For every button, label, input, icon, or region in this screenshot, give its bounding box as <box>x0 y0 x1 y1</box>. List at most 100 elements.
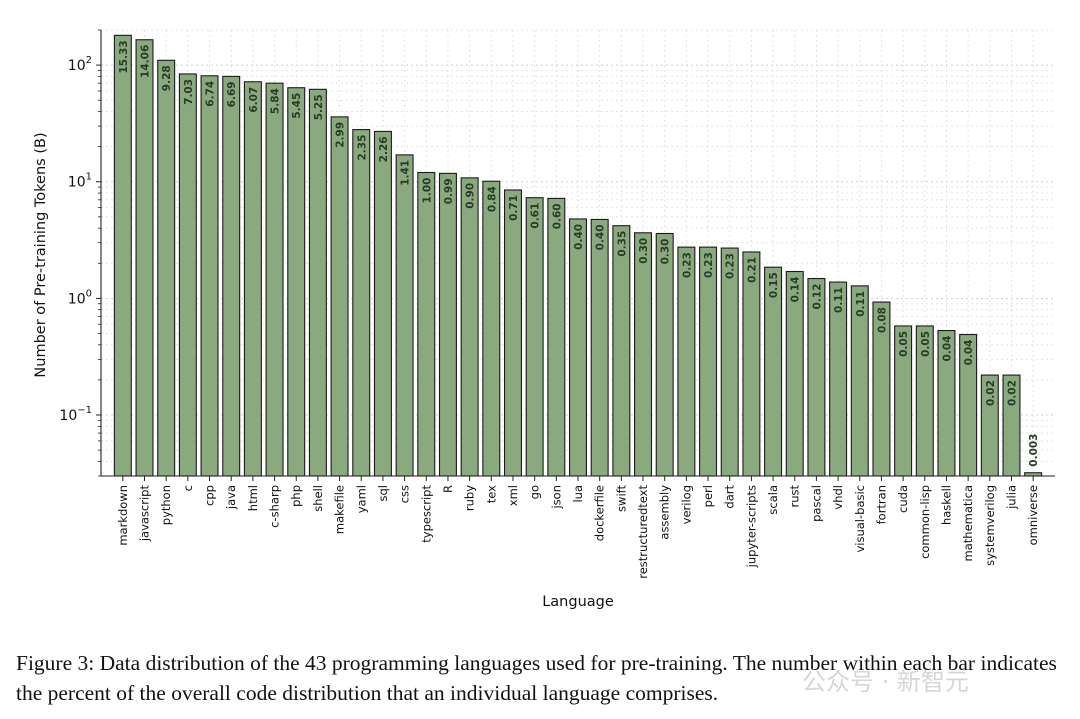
bar-java <box>222 75 241 477</box>
bar-value-label: 5.84 <box>270 88 282 114</box>
bar-go <box>525 197 544 477</box>
bar-value-label: 2.99 <box>335 122 347 148</box>
figure-caption: Figure 3: Data distribution of the 43 pr… <box>16 648 1076 708</box>
x-tick-label-cuda: cuda <box>896 485 910 513</box>
bar-json <box>547 197 566 477</box>
x-tick-label-shell: shell <box>311 485 325 512</box>
x-tick-label-css: css <box>398 485 412 503</box>
x-tick-label-vhdl: vhdl <box>831 485 845 510</box>
bar-value-label: 2.35 <box>356 135 368 161</box>
bar-shell <box>308 88 327 477</box>
bar-value-label: 0.04 <box>963 340 975 366</box>
x-tick-label-cpp: cpp <box>203 485 217 506</box>
x-tick-label-lua: lua <box>571 485 585 503</box>
x-tick-label-julia: julia <box>1004 485 1018 510</box>
bar-tex <box>482 180 501 477</box>
y-tick-label: 100 <box>68 288 92 307</box>
x-tick-label-dockerfile: dockerfile <box>593 485 607 541</box>
bar-value-label: 0.08 <box>876 307 888 333</box>
bar-value-label: 7.03 <box>183 79 195 105</box>
x-axis-label: Language <box>542 594 614 610</box>
bar-value-label: 0.30 <box>660 238 672 264</box>
bar-value-label: 0.40 <box>573 224 585 250</box>
x-tick-label-swift: swift <box>614 485 628 512</box>
x-tick-label-perl: perl <box>701 485 715 507</box>
x-tick-label-tex: tex <box>484 485 498 503</box>
x-tick-label-jupyter-scripts: jupyter-scripts <box>744 485 758 568</box>
y-tick-label: 102 <box>68 55 92 74</box>
x-tick-label-visual-basic: visual-basic <box>853 485 867 553</box>
bar-ruby <box>460 177 479 477</box>
x-tick-label-dart: dart <box>723 485 737 509</box>
x-tick-label-systemverilog: systemverilog <box>983 485 997 566</box>
bar-value-label: 5.25 <box>313 94 325 120</box>
bar-jupyter-scripts <box>742 251 761 477</box>
bar-value-label: 6.69 <box>226 81 238 107</box>
bar-html <box>243 81 262 477</box>
x-tick-label-xml: xml <box>506 485 520 506</box>
y-tick-label: 101 <box>68 172 92 191</box>
x-tick-label-html: html <box>246 485 260 511</box>
x-tick-label-go: go <box>528 485 542 499</box>
x-tick-label-makefile: makefile <box>333 485 347 534</box>
bar-value-label: 0.05 <box>920 331 932 357</box>
bar-value-label: 0.90 <box>465 183 477 209</box>
bar-value-label: 1.00 <box>421 178 433 204</box>
bar-cpp <box>200 75 219 477</box>
x-tick-label-verilog: verilog <box>679 485 693 524</box>
bar-value-label: 5.45 <box>291 93 303 119</box>
x-tick-label-common-lisp: common-lisp <box>918 485 932 559</box>
x-tick-label-python: python <box>159 485 173 525</box>
bar-R <box>438 172 457 477</box>
bar-restructuredtext <box>634 232 653 477</box>
bar-dart <box>720 247 739 477</box>
bar-value-label: 6.07 <box>248 87 260 113</box>
bar-php <box>287 87 306 477</box>
x-tick-label-java: java <box>224 485 238 510</box>
bar-value-label: 0.40 <box>595 224 607 250</box>
bar-perl <box>699 246 718 477</box>
bar-chart: 15.33 14.06 9.28 7.03 6.74 6.69 6.07 5.84 5.45 5.… <box>33 29 1055 610</box>
x-tick-label-sql: sql <box>376 485 390 502</box>
bar-value-label: 0.99 <box>443 178 455 204</box>
x-tick-label-pascal: pascal <box>809 485 823 522</box>
x-tick-label-c: c <box>181 485 195 491</box>
bar-makefile <box>330 116 349 477</box>
y-axis-label: Number of Pre-training Tokens (B) <box>33 132 49 377</box>
bar-yaml <box>352 129 371 477</box>
x-tick-label-rust: rust <box>788 485 802 508</box>
bar-value-label: 15.33 <box>118 40 130 73</box>
x-tick-label-scala: scala <box>766 485 780 515</box>
bar-python <box>157 59 176 477</box>
x-tick-label-omniverse: omniverse <box>1026 485 1040 545</box>
x-tick-label-R: R <box>441 485 455 493</box>
bar-value-label: 0.04 <box>941 336 953 362</box>
bar-dockerfile <box>590 218 609 477</box>
caption-text: Figure 3: Data distribution of the 43 pr… <box>16 651 1057 705</box>
x-tick-label-ruby: ruby <box>463 485 477 511</box>
bar-value-label: 1.41 <box>400 160 412 186</box>
x-tick-label-markdown: markdown <box>116 485 130 546</box>
bar-value-label: 0.23 <box>681 252 693 278</box>
x-tick-label-javascript: javascript <box>138 485 152 543</box>
bar-value-label: 0.35 <box>616 231 628 257</box>
bar-value-label: 0.21 <box>746 257 758 283</box>
bar-value-label: 0.14 <box>790 277 802 303</box>
bar-sql <box>373 130 392 477</box>
bar-c <box>178 73 197 477</box>
bar-value-label: 0.30 <box>638 238 650 264</box>
bar-value-label: 0.71 <box>508 195 520 221</box>
x-tick-label-haskell: haskell <box>939 485 953 525</box>
x-tick-label-mathematica: mathematica <box>961 485 975 561</box>
bar-value-label: 2.26 <box>378 136 390 162</box>
bars: 15.33 14.06 9.28 7.03 6.74 6.69 6.07 5.84 5.45 5.… <box>113 34 1043 477</box>
x-tick-label-json: json <box>549 485 563 510</box>
x-tick-label-yaml: yaml <box>354 485 368 513</box>
x-tick-label-assembly: assembly <box>658 485 672 540</box>
bar-value-label: 0.61 <box>530 203 542 229</box>
bar-markdown <box>113 34 132 477</box>
bar-value-label: 14.06 <box>140 45 152 78</box>
bar-value-label: 0.11 <box>855 291 867 317</box>
watermark: 公众号 · 新智元 <box>802 668 969 696</box>
bar-swift <box>612 225 631 477</box>
